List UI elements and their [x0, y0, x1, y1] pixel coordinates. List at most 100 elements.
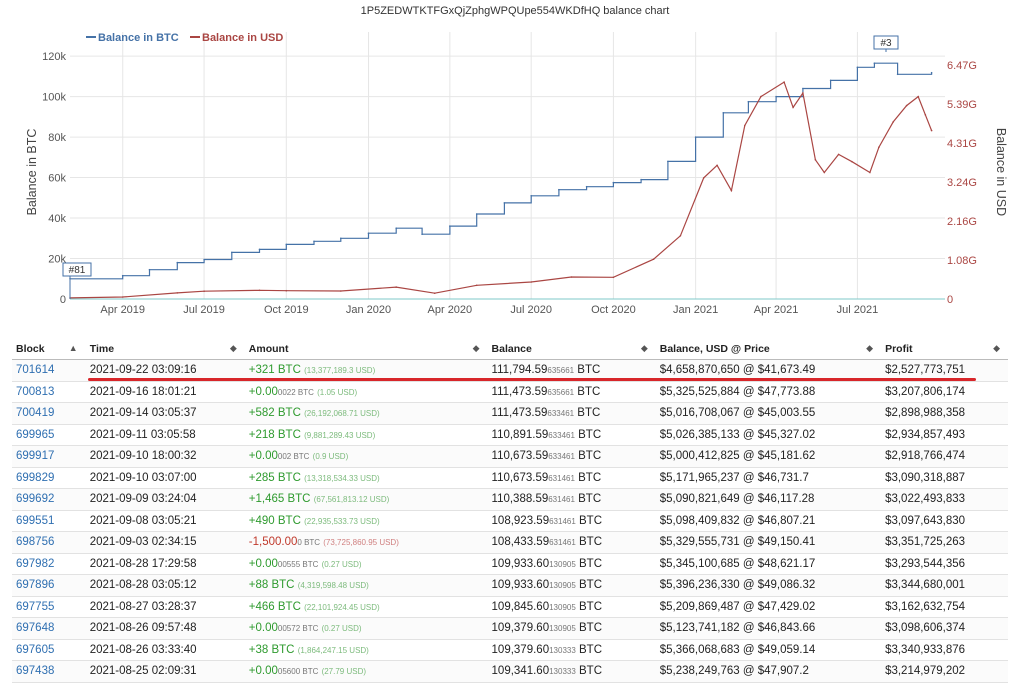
data-point-btc: [530, 195, 532, 197]
data-point-usd: [340, 290, 342, 292]
data-point-btc: [747, 100, 750, 103]
x-tick-label: Apr 2021: [754, 304, 799, 316]
cell-profit: $3,098,606,374: [881, 617, 1008, 640]
sort-arrows-icon[interactable]: ◆: [472, 343, 480, 353]
chart-legend[interactable]: Balance in BTC Balance in USD: [86, 32, 283, 44]
col-header-profit[interactable]: Profit ◆: [881, 338, 1008, 360]
table-row: 697755 2021-08-27 03:28:37 +466 BTC (22,10…: [12, 596, 1008, 618]
balance-main: 108,433.59: [491, 536, 550, 549]
legend-label-usd[interactable]: Balance in USD: [202, 32, 283, 44]
balance-fraction: 633461: [547, 409, 575, 419]
block-link[interactable]: 699917: [16, 450, 55, 463]
cell-time: 2021-08-25 02:09:31: [85, 660, 245, 683]
block-link[interactable]: 698756: [16, 536, 55, 549]
data-point-btc: [176, 261, 179, 264]
legend-label-btc[interactable]: Balance in BTC: [98, 32, 179, 44]
data-point-btc: [829, 79, 832, 82]
cell-amount: +1,465 BTC (67,561,813.12 USD): [244, 488, 488, 511]
cell-profit: $3,207,806,174: [881, 381, 1008, 403]
cell-balance: 109,341.60130333 BTC: [487, 660, 656, 683]
annotation-flag-81[interactable]: #81: [62, 262, 92, 299]
y-tick-label: 100k: [42, 92, 66, 104]
data-point-btc: [231, 251, 233, 254]
balance-fraction: 631461: [549, 538, 576, 548]
sort-arrows-icon[interactable]: ◆: [640, 343, 648, 353]
annotation-flag-3[interactable]: #3: [873, 35, 899, 52]
amount-usd: (1.05 USD): [317, 387, 358, 397]
block-link[interactable]: 699692: [16, 493, 55, 506]
col-header-block[interactable]: Block ▲︎: [12, 338, 86, 360]
cell-balance-usd: $5,123,741,182 @ $46,843.66: [655, 617, 882, 640]
amount-usd: (0.9 USD): [312, 452, 349, 462]
data-point-usd: [892, 121, 894, 123]
block-link[interactable]: 700419: [16, 407, 55, 420]
block-link[interactable]: 697438: [16, 665, 55, 678]
y-tick-label: 0: [60, 294, 66, 306]
table-row: 699692 2021-09-09 03:24:04 +1,465 BTC (67,…: [12, 488, 1008, 511]
data-point-usd: [652, 258, 655, 261]
cell-time: 2021-08-27 03:28:37: [85, 596, 245, 618]
cell-balance-usd: $5,171,965,237 @ $46,731.7: [655, 467, 882, 489]
block-link[interactable]: 697982: [16, 557, 55, 570]
y2-tick-label: 2.16G: [947, 216, 977, 228]
data-point-btc: [367, 232, 370, 234]
sort-arrows-icon[interactable]: ▲︎: [68, 343, 78, 353]
amount-usd: (73,725,860.95 USD): [323, 538, 399, 548]
cell-block: 698756: [12, 531, 86, 554]
block-link[interactable]: 697755: [16, 600, 55, 613]
cell-time: 2021-09-03 02:34:15: [85, 531, 245, 554]
amount-value: -1,500.00: [248, 536, 298, 549]
data-point-usd: [917, 95, 919, 98]
amount-value: +466 BTC: [248, 600, 301, 613]
balance-main: 109,845.60: [491, 600, 550, 613]
data-point-usd: [783, 81, 785, 83]
cell-amount: +218 BTC (9,881,289.43 USD): [244, 424, 488, 446]
cell-profit: $2,898,988,358: [881, 402, 1008, 425]
cell-balance: 109,933.60130905 BTC: [487, 553, 656, 575]
block-link[interactable]: 701614: [16, 364, 55, 377]
y2-axis-label: Balance in USD: [994, 128, 1008, 216]
sort-arrows-icon[interactable]: ◆: [229, 343, 237, 353]
cell-balance: 109,379.60130905 BTC: [487, 617, 656, 640]
table-row: 697438 2021-08-25 02:09:31 +0.0005600 BTC …: [12, 660, 1008, 683]
cell-block: 697648: [12, 617, 86, 640]
data-point-usd: [851, 160, 853, 163]
y-axis-right: 0 1.08G 2.16G 3.24G 4.31G 5.39G 6.47G: [947, 60, 977, 306]
annotation-label-3: #3: [880, 38, 892, 49]
col-header-time[interactable]: Time ◆: [85, 338, 245, 360]
cell-amount: +38 BTC (1,864,247.15 USD): [244, 639, 488, 661]
sort-arrows-icon[interactable]: ◆: [866, 343, 874, 353]
block-link[interactable]: 700813: [16, 385, 55, 398]
sort-arrows-icon[interactable]: ◆: [993, 343, 1000, 353]
cell-block: 697755: [12, 596, 86, 618]
cell-time: 2021-09-10 18:00:32: [85, 445, 245, 468]
col-header-amount[interactable]: Amount ◆: [244, 338, 488, 360]
table-row: 700419 2021-09-14 03:05:37 +582 BTC (26,19…: [12, 402, 1008, 425]
amount-usd: (22,935,533.73 USD): [304, 516, 380, 526]
block-link[interactable]: 699965: [16, 428, 55, 441]
cell-balance: 108,433.59631461 BTC: [487, 531, 656, 554]
table-header-row: Block ▲︎ Time ◆ Amount ◆ Balance ◆ Balance, …: [12, 338, 1008, 360]
block-link[interactable]: 697605: [16, 643, 55, 656]
table-row: 700813 2021-09-16 18:01:21 +0.000022 BTC (…: [12, 381, 1008, 403]
data-point-usd: [475, 284, 478, 287]
data-point-usd: [679, 235, 682, 237]
balance-unit: BTC: [578, 471, 602, 484]
data-point-usd: [570, 276, 573, 278]
col-header-balance[interactable]: Balance ◆: [487, 338, 656, 360]
balance-main: 111,473.59: [491, 407, 548, 420]
col-header-balance-usd[interactable]: Balance, USD @ Price ◆: [655, 338, 882, 360]
balance-fraction: 130333: [549, 667, 576, 677]
x-tick-label: Apr 2019: [100, 304, 145, 316]
data-point-usd: [837, 153, 840, 156]
balance-fraction: 631461: [549, 516, 576, 526]
cell-balance-usd: $5,000,412,825 @ $45,181.62: [655, 445, 882, 468]
block-link[interactable]: 697896: [16, 579, 55, 592]
block-link[interactable]: 699551: [16, 514, 55, 527]
block-link[interactable]: 697648: [16, 622, 55, 635]
cell-balance: 110,673.59631461 BTC: [487, 467, 656, 489]
balance-fraction: 633461: [548, 430, 575, 440]
cell-balance-usd: $5,396,236,330 @ $49,086.32: [655, 574, 882, 597]
block-link[interactable]: 699829: [16, 471, 55, 484]
cell-balance-usd: $5,026,385,133 @ $45,327.02: [655, 424, 882, 446]
